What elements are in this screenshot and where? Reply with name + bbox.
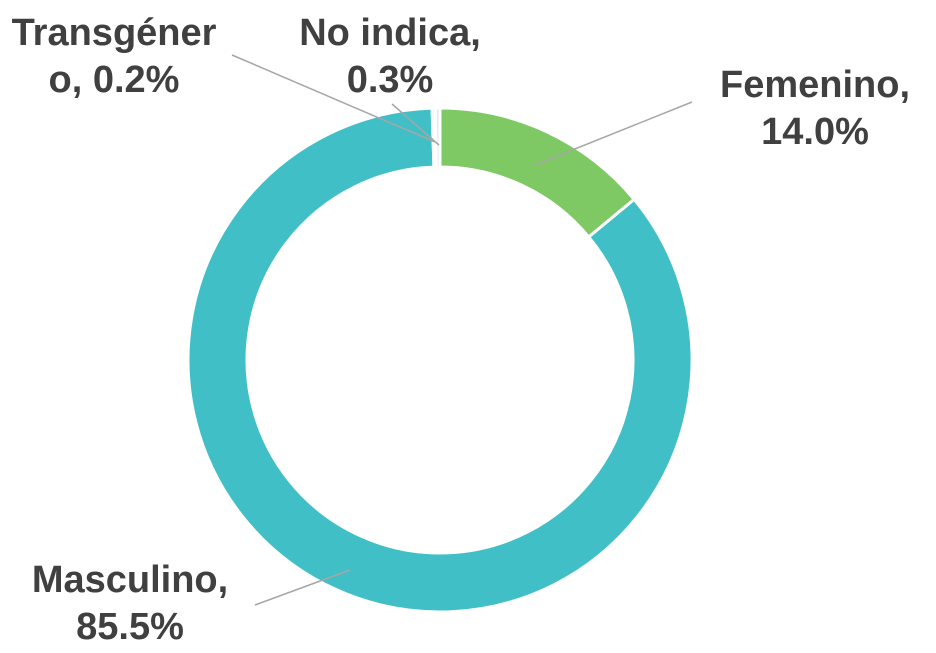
leader-line [254, 569, 351, 606]
data-label: Femenino, 14.0% [690, 62, 936, 156]
category-label: Transgénero [11, 12, 217, 101]
category-label: No indica [299, 12, 471, 54]
data-label: No indica, 0.3% [270, 10, 510, 104]
category-label: Masculino [31, 559, 218, 601]
donut-slice [433, 106, 442, 169]
leader-line [231, 54, 436, 143]
data-label: Transgénero, 0.2% [0, 10, 228, 104]
value-label: 85.5% [76, 606, 184, 648]
leader-line [534, 101, 693, 166]
label-separator: , [470, 12, 481, 54]
label-separator: , [71, 59, 83, 101]
leader-line [391, 103, 440, 146]
category-label: Femenino [719, 64, 900, 106]
label-separator: , [899, 64, 911, 106]
data-label: Masculino, 85.5% [0, 557, 260, 651]
donut-slice [438, 106, 637, 240]
value-label: 0.3% [346, 59, 434, 101]
donut-slice [186, 106, 694, 614]
label-separator: , [217, 559, 229, 601]
value-label: 14.0% [761, 111, 869, 153]
value-label: 0.2% [92, 59, 180, 101]
